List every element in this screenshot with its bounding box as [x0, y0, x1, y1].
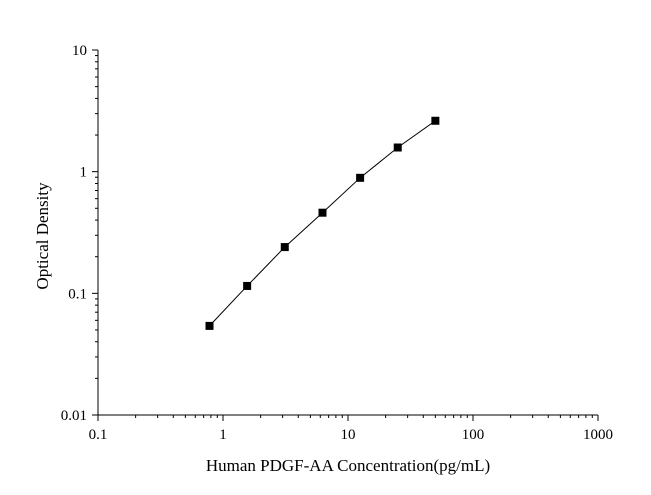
y-tick-label: 10 — [72, 43, 87, 59]
x-tick-label: 100 — [462, 427, 485, 443]
x-tick-label: 1 — [219, 427, 227, 443]
x-tick-label: 0.1 — [89, 427, 108, 443]
x-tick-label: 1000 — [583, 427, 613, 443]
series — [205, 116, 440, 330]
x-tick-label: 10 — [341, 427, 356, 443]
y-tick-label: 0.01 — [61, 408, 87, 424]
axes — [97, 50, 598, 416]
y-tick-label: 0.1 — [68, 286, 87, 302]
data-point — [205, 321, 214, 330]
series-line — [209, 120, 436, 327]
data-point — [243, 281, 252, 290]
y-axis-label: Optical Density — [33, 182, 52, 290]
x-axis-label: Human PDGF-AA Concentration(pg/mL) — [206, 456, 490, 475]
labels: Human PDGF-AA Concentration(pg/mL) Optic… — [33, 182, 490, 475]
data-point — [393, 143, 402, 152]
data-point — [280, 243, 289, 252]
data-point — [431, 116, 440, 125]
y-tick-label: 1 — [80, 165, 88, 181]
data-point — [356, 173, 365, 182]
data-point — [318, 208, 327, 217]
